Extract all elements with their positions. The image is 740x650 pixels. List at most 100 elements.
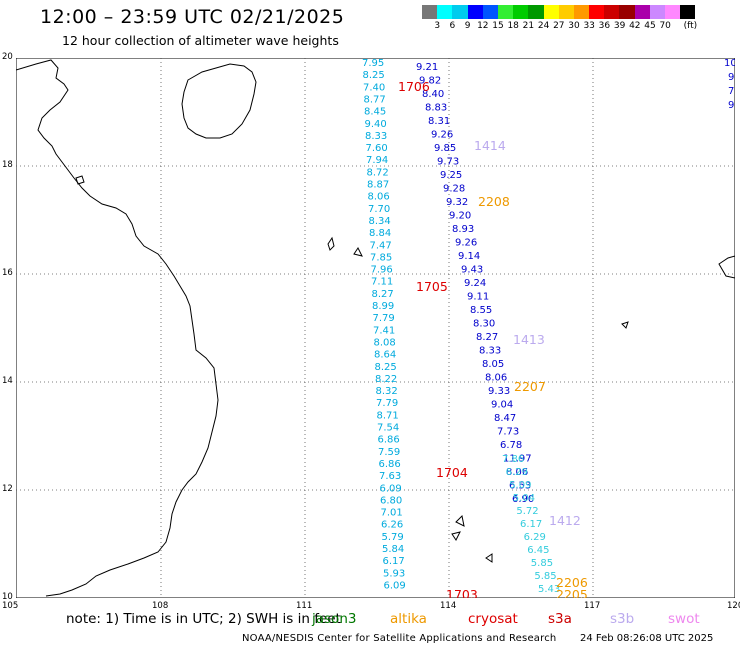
coastlines <box>16 59 735 597</box>
lon-label-117: 117 <box>584 601 601 611</box>
vietnam-coastline <box>16 59 219 597</box>
island-6 <box>455 514 465 527</box>
legend-swatch <box>482 5 498 19</box>
swh-value: 5.04 <box>513 493 535 504</box>
swh-value: 9.04 <box>491 400 513 411</box>
lat-label-20: 20 <box>2 52 13 62</box>
lon-label-120: 120 <box>727 601 740 611</box>
pass-labels: 1706 1414 2208 1705 1413 2207 1704 1412 2206 1703… <box>398 79 588 598</box>
swh-value: 9.26 <box>455 238 477 249</box>
swh-value: 9.21 <box>416 62 438 73</box>
edge-swh-value: 10. <box>724 58 735 69</box>
island-3 <box>353 247 363 257</box>
altimeter-tracks: 7.958.257.408.778.459.408.337.607.948.72… <box>362 58 564 598</box>
swh-value: 7.79 <box>373 313 395 324</box>
color-legend-labels: 3 6 9 12 15 18 21 24 27 30 33 36 39 42 45 70 (ft) <box>422 21 740 35</box>
swh-value: 7.70 <box>368 204 390 215</box>
swh-value: 6.17 <box>383 556 405 567</box>
legend-label: 39 <box>613 21 626 31</box>
swh-value: 6.78 <box>500 440 522 451</box>
legend-label: 45 <box>644 21 656 31</box>
swh-value: 8.32 <box>376 386 398 397</box>
legend-swatch <box>543 5 559 19</box>
swh-value: 9.25 <box>440 170 462 181</box>
island-5 <box>718 255 735 279</box>
swh-value: 7.47 <box>370 240 392 251</box>
swh-value: 8.93 <box>452 224 474 235</box>
pass-label: 1705 <box>416 279 448 294</box>
legend-swatch <box>467 5 483 19</box>
swh-value: 6.17 <box>520 519 542 530</box>
altimeter-map: 7.958.257.408.778.459.408.337.607.948.72… <box>16 58 735 598</box>
swh-value: 6.26 <box>381 520 403 531</box>
legend-swatch <box>680 5 696 19</box>
pass-label: 2207 <box>514 379 546 394</box>
legend-swatch <box>513 5 529 19</box>
swh-value: 7.95 <box>362 58 384 69</box>
legend-label: 33 <box>583 21 595 31</box>
swh-value: 8.83 <box>425 103 447 114</box>
satellite-swot: swot <box>668 611 700 627</box>
credit-line: NOAA/NESDIS Center for Satellite Applica… <box>242 633 557 644</box>
swh-value: 7.73 <box>497 427 519 438</box>
lat-label-10: 10 <box>2 592 13 602</box>
swh-value: 8.45 <box>364 107 386 118</box>
legend-swatch <box>558 5 574 19</box>
legend-label: 3 <box>434 21 441 31</box>
swh-value: 8.05 <box>482 359 504 370</box>
legend-label: 27 <box>553 21 565 31</box>
swh-value: 8.77 <box>364 95 386 106</box>
swh-value: 9.43 <box>461 265 483 276</box>
legend-label: 21 <box>522 21 535 31</box>
swh-value: 7.59 <box>378 447 400 458</box>
pass-label: 1413 <box>513 332 545 347</box>
swh-value: 8.06 <box>485 373 507 384</box>
swh-value: 6.86 <box>379 459 401 470</box>
lon-label-108: 108 <box>152 601 169 611</box>
swh-value: 7.60 <box>366 143 388 154</box>
swh-value: 8.33 <box>479 346 501 357</box>
swh-value: 8.27 <box>372 289 394 300</box>
swh-value: 8.99 <box>372 301 394 312</box>
pass-label: 2206 <box>556 575 588 590</box>
pass-label: 2205 <box>556 587 588 598</box>
swh-value: 6.86 <box>378 435 400 446</box>
legend-label: 36 <box>598 21 611 31</box>
swh-value: 7.63 <box>379 471 401 482</box>
lat-label-12: 12 <box>2 484 13 494</box>
legend-label: 9 <box>464 21 471 31</box>
pass-label: 1703 <box>446 587 478 598</box>
swh-value: 7.94 <box>366 155 388 166</box>
swh-value: 8.22 <box>375 374 397 385</box>
swh-value: 7.11 <box>371 277 393 288</box>
island-4 <box>621 321 629 329</box>
color-legend <box>422 5 696 19</box>
lon-label-114: 114 <box>440 601 457 611</box>
swh-value: 6.53 <box>509 481 531 492</box>
pass-label: 1412 <box>549 513 581 528</box>
swh-value: 9.73 <box>437 157 459 168</box>
legend-swatch <box>634 5 650 19</box>
swh-value: 5.50 <box>542 597 564 598</box>
satellite-s3b: s3b <box>610 611 635 627</box>
legend-label: 42 <box>629 21 641 31</box>
map-title: 12:00 – 23:59 UTC 02/21/2025 <box>40 6 345 28</box>
swh-value: 7.54 <box>377 423 399 434</box>
swh-value: 5.09 <box>509 480 531 491</box>
swh-value: 5.72 <box>516 506 538 517</box>
edge-swh-value: 9 <box>728 100 734 111</box>
swh-value: 6.45 <box>527 545 549 556</box>
swh-value: 6.29 <box>506 467 528 478</box>
legend-label: 30 <box>568 21 580 31</box>
pass-label: 1414 <box>474 138 506 153</box>
lat-label-16: 16 <box>2 268 13 278</box>
satellite-altika: altika <box>390 611 427 627</box>
swh-value: 8.64 <box>374 350 396 361</box>
swh-value: 6.09 <box>384 581 406 592</box>
legend-label: 12 <box>477 21 489 31</box>
swh-value: 8.87 <box>367 180 389 191</box>
swh-value: 7.96 <box>371 265 393 276</box>
legend-swatch <box>649 5 665 19</box>
legend-label: 6 <box>449 21 456 31</box>
swh-value: 6.09 <box>380 483 402 494</box>
